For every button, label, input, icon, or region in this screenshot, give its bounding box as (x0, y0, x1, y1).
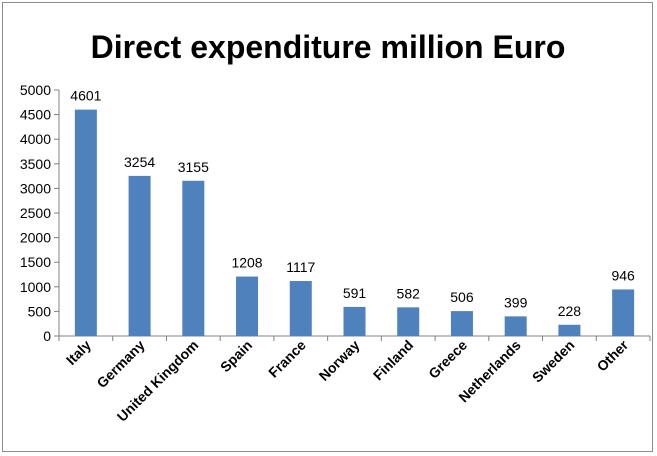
data-label: 228 (558, 303, 582, 319)
bar-italy (74, 109, 97, 336)
chart-title: Direct expenditure million Euro (91, 29, 566, 65)
category-label: Sweden (529, 337, 578, 386)
category-label: Norway (316, 337, 363, 384)
bar-united-kingdom (182, 180, 205, 336)
bar-germany (128, 175, 151, 336)
category-label: Greece (425, 337, 470, 382)
data-label: 1208 (231, 255, 262, 271)
y-tick-label: 1000 (20, 279, 51, 295)
data-label: 582 (397, 285, 421, 301)
y-tick-label: 2500 (20, 205, 51, 221)
bar-other (612, 289, 635, 336)
data-label: 1117 (286, 259, 315, 275)
y-tick-label: 3500 (20, 156, 51, 172)
category-label: Italy (63, 337, 94, 368)
y-tick-label: 500 (28, 303, 52, 319)
data-label: 4601 (70, 88, 101, 104)
data-label: 399 (504, 294, 528, 310)
y-tick-label: 3000 (20, 180, 51, 196)
y-axis: 0 500 1000 1500 2000 2500 3000 3500 4000 4500 5000 (20, 82, 60, 344)
category-label: Finland (370, 337, 417, 384)
data-label: 3155 (178, 159, 209, 175)
bar-netherlands (504, 316, 527, 336)
y-tick-label: 4000 (20, 131, 51, 147)
y-tick-label: 5000 (20, 82, 51, 98)
data-label: 946 (611, 267, 635, 283)
data-label: 3254 (124, 154, 155, 170)
y-tick-label: 0 (43, 328, 51, 344)
data-labels: 4601 3254 3155 1208 1117 591 582 506 399 228 946 (70, 88, 635, 319)
bar-finland (397, 307, 420, 336)
category-label: Other (594, 336, 632, 374)
data-label: 591 (343, 285, 367, 301)
bar-greece (450, 311, 473, 336)
chart-frame (2, 2, 653, 452)
category-label: Germany (93, 337, 147, 391)
bars (74, 109, 635, 336)
bar-france (289, 281, 312, 336)
y-tick-label: 1500 (20, 254, 51, 270)
bar-sweden (558, 324, 581, 336)
data-label: 506 (450, 289, 474, 305)
y-tick-label: 2000 (20, 230, 51, 246)
category-label: France (265, 337, 309, 381)
bar-norway (343, 306, 366, 336)
bar-spain (236, 276, 259, 336)
y-tick-label: 4500 (20, 107, 51, 123)
category-label: Spain (217, 337, 255, 375)
